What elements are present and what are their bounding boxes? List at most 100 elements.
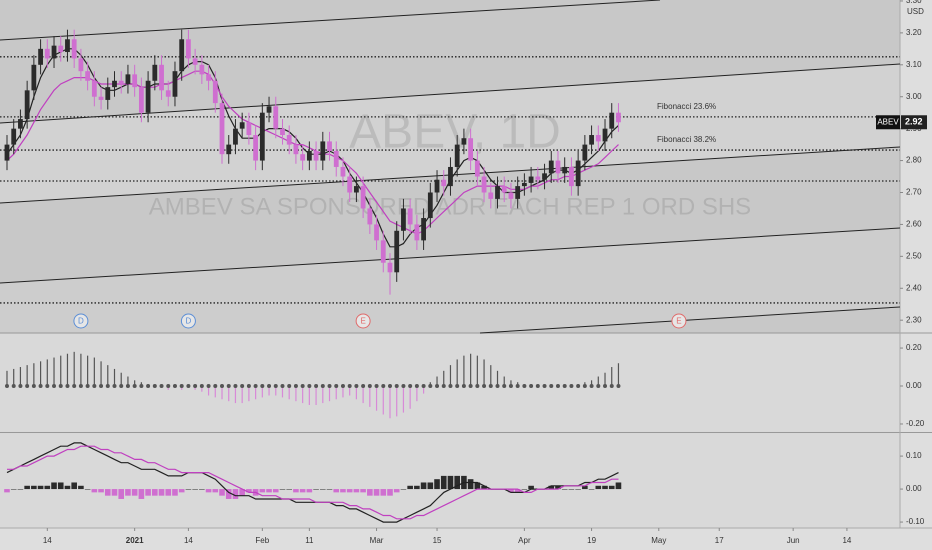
- histogram-bar: [37, 485, 44, 490]
- candle-body: [387, 262, 393, 273]
- y-tick-label: 0.10: [906, 451, 922, 460]
- y-tick-label: -0.20: [906, 419, 925, 428]
- candle-body: [78, 58, 84, 72]
- channel-line: [0, 0, 661, 41]
- histogram-bar: [104, 489, 111, 496]
- histogram-bar: [192, 489, 198, 490]
- histogram-bar: [306, 489, 313, 493]
- y-tick-label: 3.20: [906, 28, 922, 37]
- candle-body: [51, 45, 57, 59]
- stem-dot: [287, 384, 292, 389]
- y-tick-label: 0.20: [906, 343, 922, 352]
- candle-body: [414, 224, 420, 241]
- histogram-bar: [178, 489, 185, 493]
- stem-dot: [45, 384, 50, 389]
- candle-body: [481, 176, 487, 193]
- x-tick-label: 14: [842, 536, 851, 545]
- candle-body: [105, 87, 111, 100]
- candle-body: [98, 96, 104, 100]
- candle-body: [192, 58, 198, 65]
- stem-dot: [58, 384, 63, 389]
- histogram-bar: [225, 489, 232, 499]
- y-tick-label: 0.00: [906, 484, 922, 493]
- stem-dot: [152, 384, 157, 389]
- stem-dot: [529, 384, 534, 389]
- histogram-bar: [373, 489, 380, 496]
- x-tick-label: 14: [184, 536, 193, 545]
- histogram-bar: [125, 489, 131, 496]
- histogram-bar: [172, 489, 178, 496]
- candle-body: [253, 135, 259, 161]
- candle-body: [333, 150, 339, 167]
- indicator-line: [6, 442, 619, 523]
- histogram-bar: [326, 489, 333, 490]
- candle-body: [44, 48, 50, 59]
- stem-dot: [78, 384, 83, 389]
- price-axis: [900, 0, 932, 528]
- stem-dot: [488, 384, 493, 389]
- stem-dot: [320, 384, 325, 389]
- histogram-bar: [367, 489, 373, 496]
- histogram-bar: [615, 482, 622, 490]
- candle-body: [380, 240, 386, 263]
- x-tick-label: Jun: [787, 536, 800, 545]
- histogram-bar: [555, 485, 561, 490]
- candle-body: [589, 135, 594, 145]
- candle-body: [347, 176, 353, 193]
- channel-line: [0, 227, 901, 284]
- candle-body: [562, 166, 568, 174]
- candle-body: [118, 80, 124, 84]
- histogram-bar: [340, 489, 346, 493]
- stem-dot: [18, 384, 23, 389]
- histogram-bar: [568, 489, 575, 490]
- stem-dot: [25, 384, 30, 389]
- candle-body: [609, 112, 615, 129]
- histogram-bar: [595, 485, 602, 490]
- histogram-bar: [152, 489, 158, 496]
- stem-dot: [11, 384, 16, 389]
- candle-body: [501, 186, 507, 193]
- stem-dot: [38, 384, 43, 389]
- y-tick-label: 2.80: [906, 156, 922, 165]
- candle-body: [427, 192, 433, 219]
- candle-body: [535, 176, 541, 180]
- x-tick-label: Apr: [518, 536, 531, 545]
- stem-dot: [401, 384, 406, 389]
- stem-dot: [233, 384, 238, 389]
- candle-body: [474, 160, 480, 177]
- stem-dot: [260, 384, 265, 389]
- candle-body: [18, 119, 23, 129]
- stem-dot: [179, 384, 184, 389]
- histogram-bar: [454, 475, 460, 490]
- candle-body: [575, 160, 581, 187]
- channel-line: [479, 306, 901, 334]
- histogram-bar: [57, 482, 64, 490]
- histogram-bar: [91, 489, 98, 493]
- candle-body: [233, 128, 238, 145]
- stem-dot: [468, 384, 473, 389]
- candle-body: [286, 135, 292, 145]
- candle-body: [280, 128, 285, 136]
- candle-body: [515, 186, 521, 199]
- stem-dot: [146, 384, 151, 389]
- stem-dot: [435, 384, 440, 389]
- histogram-bar: [165, 489, 172, 496]
- histogram-bar: [145, 489, 151, 496]
- candle-body: [582, 144, 588, 161]
- x-tick-label: May: [651, 536, 666, 545]
- histogram-bar: [185, 489, 192, 490]
- histogram-bar: [400, 489, 407, 490]
- x-tick-label: 11: [305, 536, 314, 545]
- stem-dot: [119, 384, 124, 389]
- stem-dot: [300, 384, 305, 389]
- stem-dot: [105, 384, 110, 389]
- candle-body: [421, 218, 426, 241]
- candle-body: [367, 208, 373, 225]
- candle-body: [24, 90, 30, 120]
- stem-dot: [562, 384, 567, 389]
- histogram-bar: [219, 489, 225, 496]
- stem-dot: [408, 384, 413, 389]
- y-tick-label: 2.40: [906, 283, 922, 292]
